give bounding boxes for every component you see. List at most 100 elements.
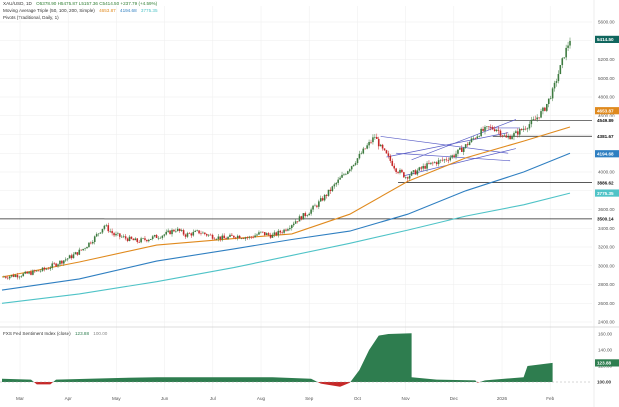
candle-up	[331, 186, 334, 192]
sentiment-base-badge: 100.00	[597, 380, 611, 385]
candle-up	[35, 270, 38, 272]
candle-down	[370, 142, 372, 143]
candle-down	[205, 234, 208, 236]
pivot-badge-bg	[595, 215, 619, 223]
legend-pivots-label: Pivots (Traditional, Daily, 1)	[3, 15, 59, 20]
candle-up	[464, 144, 467, 148]
legend-sentiment-label: FXS Fed Sentiment Index (close)	[3, 331, 71, 336]
candle-down	[53, 263, 55, 265]
candle-up	[14, 275, 17, 277]
candle-up	[229, 234, 231, 237]
candle-up	[347, 171, 349, 174]
candle-up	[240, 238, 243, 239]
candle-up	[10, 275, 13, 277]
candle-up	[287, 229, 289, 231]
y-tick-label: 4600.00	[598, 113, 615, 118]
trend-line	[380, 136, 509, 154]
candle-down	[61, 260, 63, 264]
candle-up	[549, 98, 552, 100]
candle-up	[308, 213, 310, 216]
candle-down	[242, 238, 245, 239]
candle-up	[175, 230, 177, 232]
candle-up	[39, 270, 42, 272]
candle-down	[466, 144, 469, 146]
candle-down	[200, 233, 202, 234]
candle-down	[509, 136, 511, 140]
candle-up	[117, 233, 119, 235]
candle-up	[540, 111, 542, 118]
sentiment-base-badge-bg	[595, 378, 619, 386]
x-tick-label: 2026	[497, 396, 508, 401]
candle-down	[47, 268, 50, 270]
candle-down	[144, 238, 146, 240]
legend-ma100-value: 4194.68	[120, 8, 137, 13]
candle-down	[37, 270, 40, 272]
candle-up	[120, 236, 123, 238]
candle-down	[445, 159, 448, 161]
candle-up	[134, 238, 137, 241]
candle-up	[542, 107, 544, 112]
candle-up	[503, 135, 506, 137]
y-tick-label: 5000.00	[598, 76, 615, 81]
candle-up	[22, 273, 25, 277]
candle-down	[173, 229, 175, 232]
candle-up	[561, 58, 564, 66]
candle-up	[92, 242, 94, 244]
candle-up	[526, 128, 529, 130]
candle-down	[111, 231, 113, 234]
moving-averages	[1, 126, 571, 304]
x-tick-label: Mar	[16, 396, 24, 401]
candle-down	[269, 234, 272, 238]
trend-line	[403, 148, 516, 177]
candle-up	[236, 235, 239, 239]
x-tick-label: Dec	[450, 396, 459, 401]
candle-down	[428, 163, 430, 164]
candle-up	[495, 129, 498, 132]
x-tick-label: Oct	[354, 396, 362, 401]
candle-down	[90, 242, 92, 244]
candle-up	[74, 252, 77, 255]
candle-up	[337, 179, 339, 183]
candle-down	[233, 235, 235, 238]
candle-up	[327, 189, 330, 196]
candle-up	[28, 271, 30, 274]
candle-up	[277, 230, 280, 236]
candle-up	[372, 137, 374, 143]
candle-up	[374, 136, 376, 138]
candle-down	[184, 234, 187, 237]
candle-up	[360, 153, 363, 155]
trend-lines	[380, 119, 520, 177]
legend-symbol: XAU/USD, 1D	[3, 1, 32, 6]
candle-up	[399, 169, 401, 173]
legend-sentiment-value: 123.88	[74, 331, 90, 336]
candle-up	[265, 233, 268, 235]
candle-down	[55, 263, 57, 267]
candle-down	[432, 162, 434, 164]
candle-up	[356, 158, 359, 164]
candle-up	[109, 231, 111, 232]
candle-up	[194, 230, 196, 232]
candle-up	[221, 235, 224, 240]
candle-down	[119, 233, 121, 237]
candle-up	[379, 144, 382, 147]
candle-up	[569, 40, 571, 46]
candle-up	[345, 173, 347, 175]
candle-up	[149, 238, 152, 240]
candle-up	[511, 136, 513, 140]
candle-up	[66, 258, 69, 260]
candle-up	[513, 133, 515, 137]
candle-up	[171, 229, 173, 235]
candle-up	[161, 235, 164, 238]
candle-up	[294, 221, 297, 224]
candle-down	[113, 233, 115, 236]
candle-down	[406, 177, 409, 179]
candle-up	[306, 215, 309, 216]
ma50-line	[1, 126, 571, 278]
candle-up	[478, 136, 480, 137]
candle-down	[213, 238, 216, 240]
candle-up	[97, 233, 100, 235]
candle-down	[70, 255, 73, 259]
candle-down	[126, 238, 129, 241]
candle-up	[207, 234, 210, 236]
